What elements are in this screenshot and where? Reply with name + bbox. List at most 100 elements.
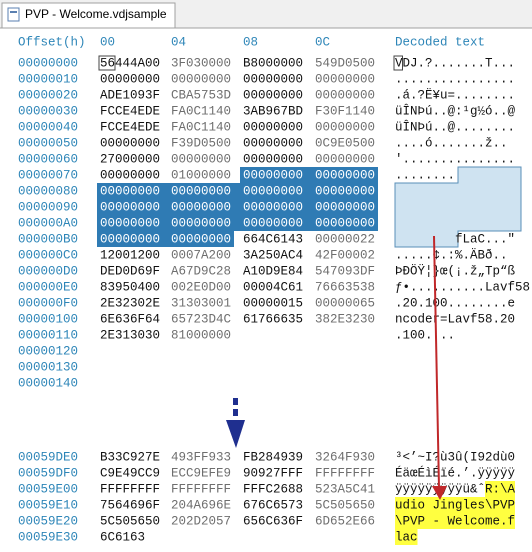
hex-group: FCCE4EDE (100, 104, 160, 118)
hex-group: 00000022 (315, 232, 375, 246)
hex-group: 7564696F (100, 498, 160, 512)
hex-group: 56444A00 (100, 56, 160, 70)
hex-group: 00000000 (100, 216, 160, 230)
offset: 00000080 (18, 184, 78, 198)
decoded-text: .20.100........e (395, 296, 515, 310)
hex-group: 2E32302E (100, 296, 160, 310)
tab[interactable] (1, 2, 176, 28)
decoded-text: ƒ•..........Lavf58 (395, 280, 530, 294)
decoded-text: fLaC..." (395, 232, 515, 246)
hex-group: B33C927E (100, 450, 160, 464)
hex-group: 202D2057 (171, 514, 231, 528)
hex-group: 90927FFF (243, 466, 303, 480)
hex-group: 27000000 (100, 152, 160, 166)
hex-group: 002E0D00 (171, 280, 231, 294)
hex-group: 00000000 (315, 184, 375, 198)
hex-group: FFFFFFFF (315, 466, 375, 480)
hex-group: 76663538 (315, 280, 375, 294)
file-icon-line (10, 11, 17, 13)
hex-group: 3A250AC4 (243, 248, 303, 262)
decoded-text: ÞÐÖŸ¦}œ(¡.ž„Tp“ß (395, 264, 516, 278)
hex-group: 00000000 (243, 152, 303, 166)
hex-group: 00000000 (171, 200, 231, 214)
hex-group: B8000000 (243, 56, 303, 70)
hex-group: 00000000 (100, 184, 160, 198)
hex-group: 6E636F64 (100, 312, 160, 326)
cursor (393, 55, 403, 71)
text-highlight (395, 529, 418, 545)
hex-group: 6C6163 (100, 530, 145, 544)
decoded-text: lac (395, 530, 418, 544)
hex-selection (97, 199, 378, 215)
hex-group: FA0C1140 (171, 120, 231, 134)
hex-group: ECC9EFE9 (171, 466, 231, 480)
column-header: 00 (100, 35, 115, 49)
hex-group: 523A5C41 (315, 482, 375, 496)
offset: 00059E00 (18, 482, 78, 496)
decoded-text: .....¢.:%.ÄBð.. (395, 248, 508, 262)
hex-group: 00000000 (315, 88, 375, 102)
offset: 00059DE0 (18, 450, 78, 464)
hex-selection (97, 183, 378, 199)
cursor (98, 55, 116, 71)
column-header: 0C (315, 35, 330, 49)
hex-group: DED0D69F (100, 264, 160, 278)
offset: 000000D0 (18, 264, 78, 278)
hex-group: 00000000 (171, 152, 231, 166)
tab-title: PVP - Welcome.vdjsample (25, 7, 167, 21)
hex-group: 00000000 (243, 136, 303, 150)
offset: 000000B0 (18, 232, 78, 246)
hex-group: 00000015 (243, 296, 303, 310)
hex-group: 00000000 (315, 152, 375, 166)
red-arrow (432, 235, 447, 500)
offset: 00000070 (18, 168, 78, 182)
hex-group: 00000000 (315, 200, 375, 214)
text-highlight (395, 497, 515, 513)
hex-group: 00000000 (315, 120, 375, 134)
hex-group: 00000000 (243, 200, 303, 214)
hex-group: 00000000 (171, 72, 231, 86)
offset: 000000E0 (18, 280, 78, 294)
decoded-text: ncoder=Lavf58.20 (395, 312, 515, 326)
decoded-text: .á.?Ë¥u=........ (395, 88, 515, 102)
offset: 00059E20 (18, 514, 78, 528)
hex-group: 382E3230 (315, 312, 375, 326)
hex-group: 00000000 (315, 216, 375, 230)
decoded-text: \PVP - Welcome.f (395, 514, 515, 528)
hex-group: 547093DF (315, 264, 375, 278)
offset: 000000F0 (18, 296, 78, 310)
hex-group: 61766635 (243, 312, 303, 326)
offset: 00000050 (18, 136, 78, 150)
hex-group: 3AB967BD (243, 104, 303, 118)
offset: 00000140 (18, 376, 78, 390)
hex-group: 5C505650 (100, 514, 160, 528)
decoded-text: ....ó.......ž.. (395, 136, 508, 150)
hex-group: 664C6143 (243, 232, 303, 246)
hex-group: FCCE4EDE (100, 120, 160, 134)
hex-group: FB284939 (243, 450, 303, 464)
hex-group: FA0C1140 (171, 104, 231, 118)
offset: 000000C0 (18, 248, 78, 262)
hex-group: 31303001 (171, 296, 231, 310)
hex-group: 81000000 (171, 328, 231, 342)
hex-group: 2E313030 (100, 328, 160, 342)
hex-group: C9E49CC9 (100, 466, 160, 480)
decoded-text: ................ (395, 72, 515, 86)
decoded-text: '............... (395, 152, 515, 166)
hex-group: FFFFFFFF (171, 482, 231, 496)
hex-selection (97, 215, 378, 231)
hex-group: 00000000 (171, 184, 231, 198)
hex-group: 00000000 (100, 72, 160, 86)
hex-group: 00000000 (100, 232, 160, 246)
hex-group: 00000000 (243, 120, 303, 134)
hex-group: 656C636F (243, 514, 303, 528)
hex-group: 00000000 (243, 184, 303, 198)
hex-group: 3264F930 (315, 450, 375, 464)
hex-group: 00000000 (171, 216, 231, 230)
hex-group: A67D9C28 (171, 264, 231, 278)
arrow-dash (233, 409, 238, 416)
hex-group: 00000000 (243, 72, 303, 86)
offset: 00059E10 (18, 498, 78, 512)
decoded-text: ÉäœÉìÉïé.’.ÿÿÿÿÿ (395, 465, 516, 480)
